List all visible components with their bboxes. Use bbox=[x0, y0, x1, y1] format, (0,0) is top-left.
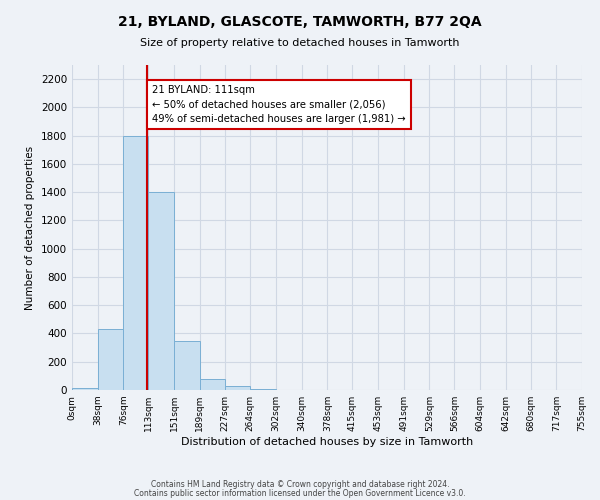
Bar bbox=[200, 380, 226, 390]
Bar bbox=[98, 329, 124, 390]
Text: 21, BYLAND, GLASCOTE, TAMWORTH, B77 2QA: 21, BYLAND, GLASCOTE, TAMWORTH, B77 2QA bbox=[118, 15, 482, 29]
Bar bbox=[72, 388, 98, 390]
Bar bbox=[124, 136, 148, 390]
Text: Contains public sector information licensed under the Open Government Licence v3: Contains public sector information licen… bbox=[134, 488, 466, 498]
Bar bbox=[148, 192, 174, 390]
Text: Size of property relative to detached houses in Tamworth: Size of property relative to detached ho… bbox=[140, 38, 460, 48]
Text: Contains HM Land Registry data © Crown copyright and database right 2024.: Contains HM Land Registry data © Crown c… bbox=[151, 480, 449, 489]
Bar bbox=[226, 386, 250, 390]
X-axis label: Distribution of detached houses by size in Tamworth: Distribution of detached houses by size … bbox=[181, 437, 473, 447]
Y-axis label: Number of detached properties: Number of detached properties bbox=[25, 146, 35, 310]
Bar bbox=[174, 340, 200, 390]
Text: 21 BYLAND: 111sqm
← 50% of detached houses are smaller (2,056)
49% of semi-detac: 21 BYLAND: 111sqm ← 50% of detached hous… bbox=[152, 85, 406, 124]
